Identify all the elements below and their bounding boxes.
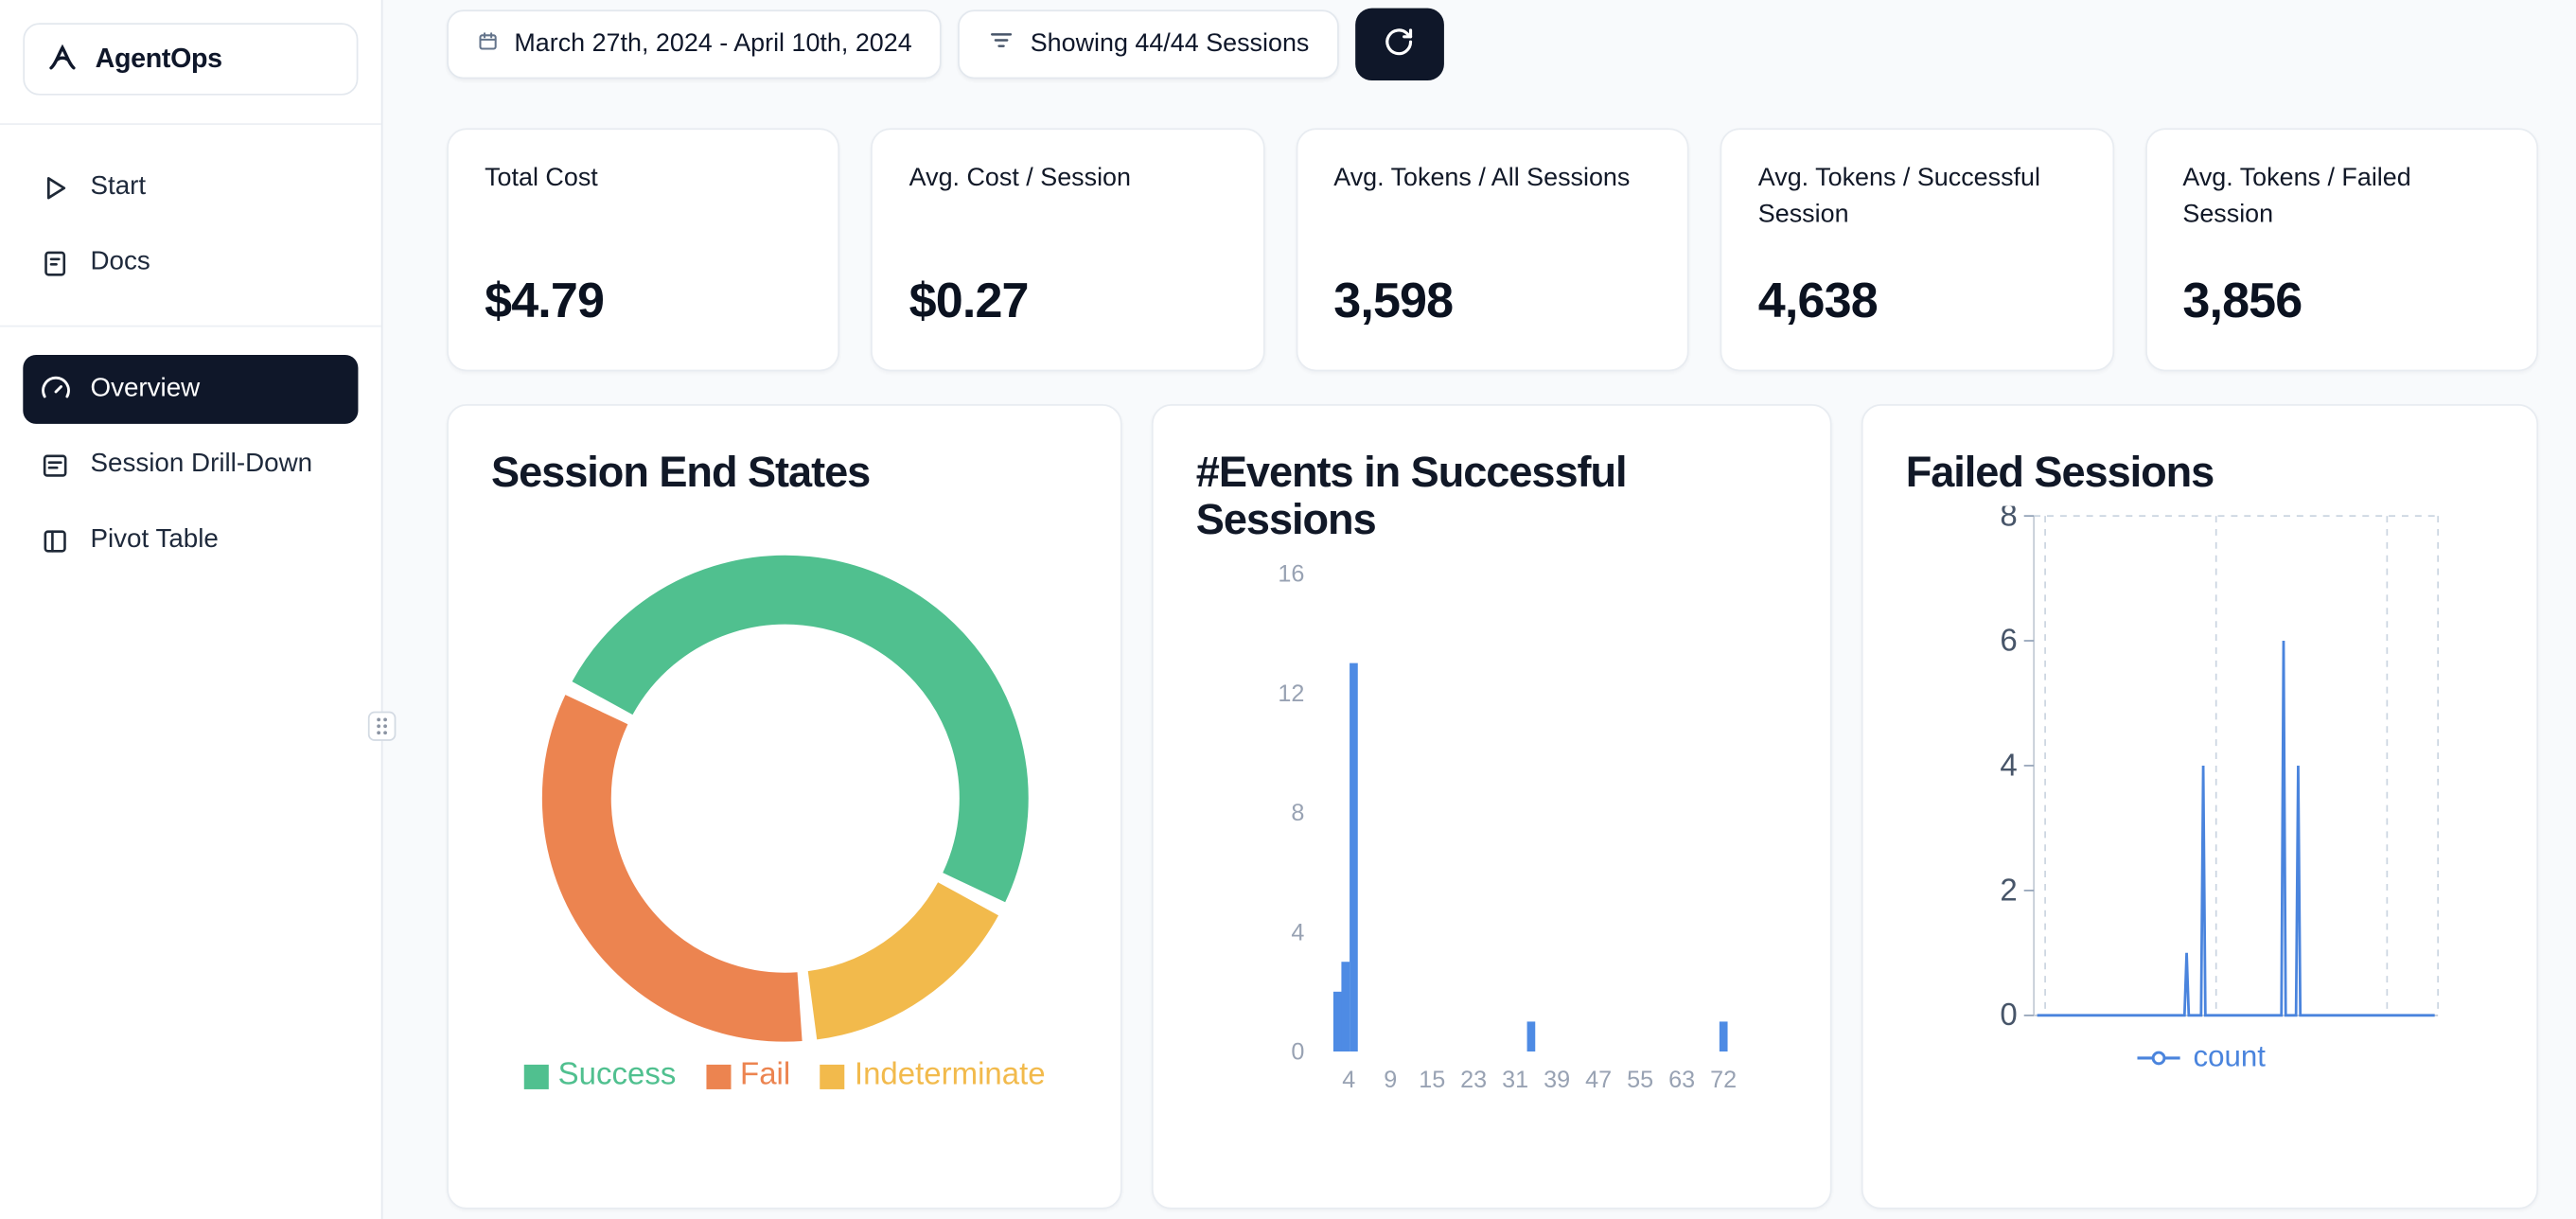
stat-label: Avg. Cost / Session: [909, 164, 1131, 193]
stat-label: Total Cost: [485, 164, 598, 193]
svg-text:23: 23: [1460, 1068, 1487, 1094]
svg-text:63: 63: [1668, 1068, 1695, 1094]
sidebar-item-pivot-table[interactable]: Pivot Table: [23, 506, 358, 575]
sidebar-item-session-drill-down[interactable]: Session Drill-Down: [23, 431, 358, 500]
svg-text:15: 15: [1419, 1068, 1445, 1094]
events-histogram-chart[interactable]: 0 4 8 12 16 4 9 15 23 31 39 47 55 63 72: [1196, 554, 1791, 1112]
sidebar-item-docs[interactable]: Docs: [23, 228, 358, 297]
sidebar-item-label: Overview: [90, 374, 201, 403]
filter-icon: [988, 26, 1016, 62]
line-legend-label: count: [2193, 1040, 2266, 1073]
legend-item-fail: Fail: [705, 1058, 790, 1094]
grip-dots-icon: [377, 717, 387, 735]
line-legend-marker-icon: [2137, 1050, 2180, 1065]
sidebar-resize-handle[interactable]: [367, 711, 397, 741]
docs-icon: [40, 246, 73, 279]
stat-value: 3,856: [2182, 274, 2303, 329]
refresh-button[interactable]: [1355, 8, 1444, 81]
events-histogram-card: #Events in Successful Sessions 0 4 8 12 16 4 9…: [1151, 404, 1832, 1210]
sessions-filter-label: Showing 44/44 Sessions: [1030, 29, 1310, 58]
svg-text:0: 0: [1291, 1039, 1304, 1066]
sidebar-item-start[interactable]: Start: [23, 152, 358, 221]
main-content: March 27th, 2024 - April 10th, 2024 Show…: [382, 0, 2576, 1219]
topbar: March 27th, 2024 - April 10th, 2024 Show…: [447, 8, 2538, 81]
svg-text:2: 2: [2000, 872, 2017, 907]
play-icon: [40, 171, 73, 204]
svg-text:39: 39: [1544, 1068, 1570, 1094]
date-range-button[interactable]: March 27th, 2024 - April 10th, 2024: [447, 9, 942, 80]
chart-title: Failed Sessions: [1905, 447, 2215, 497]
stat-card-avg-tokens-successful: Avg. Tokens / Successful Session 4,638: [1720, 128, 2114, 372]
stat-value: $0.27: [909, 274, 1030, 329]
stat-label: Avg. Tokens / Failed Session: [2182, 164, 2411, 230]
stats-row: Total Cost $4.79 Avg. Cost / Session $0.…: [447, 128, 2539, 372]
svg-text:8: 8: [2000, 506, 2017, 533]
legend-swatch: [705, 1064, 731, 1089]
session-end-states-card: Session End States Success Fail: [447, 404, 1122, 1210]
donut-legend: Success Fail Indeterminate: [491, 1058, 1078, 1094]
svg-text:9: 9: [1384, 1068, 1397, 1094]
svg-text:47: 47: [1585, 1068, 1612, 1094]
sidebar-item-overview[interactable]: Overview: [23, 354, 359, 424]
stat-card-avg-tokens-all: Avg. Tokens / All Sessions 3,598: [1296, 128, 1689, 372]
svg-text:4: 4: [2000, 748, 2017, 783]
svg-text:0: 0: [2000, 997, 2017, 1028]
svg-text:8: 8: [1291, 800, 1304, 826]
svg-text:16: 16: [1278, 561, 1304, 588]
refresh-icon: [1384, 26, 1415, 62]
sessions-filter-button[interactable]: Showing 44/44 Sessions: [958, 9, 1339, 80]
stat-card-total-cost: Total Cost $4.79: [447, 128, 840, 372]
chart-title: #Events in Successful Sessions: [1195, 447, 1628, 544]
sidebar-item-label: Session Drill-Down: [90, 450, 313, 479]
failed-sessions-card: Failed Sessions 0 2 4 6 8 count: [1861, 404, 2539, 1210]
failed-sessions-chart[interactable]: 0 2 4 6 8: [1906, 498, 2497, 1032]
stat-value: 3,598: [1333, 274, 1454, 329]
charts-row: Session End States Success Fail: [447, 404, 2539, 1210]
session-end-states-donut[interactable]: [505, 549, 1064, 1051]
stat-value: 4,638: [1757, 274, 1879, 329]
sidebar-item-label: Start: [90, 172, 147, 201]
svg-text:55: 55: [1627, 1068, 1653, 1094]
gauge-icon: [40, 373, 73, 406]
legend-swatch: [523, 1064, 549, 1089]
stat-label: Avg. Tokens / All Sessions: [1333, 164, 1631, 193]
line-legend: count: [1906, 1040, 2494, 1074]
chart-title: Session End States: [491, 447, 871, 497]
stat-card-avg-tokens-failed: Avg. Tokens / Failed Session 3,856: [2144, 128, 2539, 372]
sidebar-divider: [0, 123, 381, 125]
svg-text:6: 6: [2000, 623, 2017, 658]
date-range-label: March 27th, 2024 - April 10th, 2024: [514, 29, 912, 58]
session-list-icon: [40, 449, 73, 482]
svg-text:4: 4: [1342, 1068, 1355, 1094]
sidebar-item-label: Pivot Table: [90, 525, 219, 555]
svg-text:72: 72: [1710, 1068, 1737, 1094]
sidebar-item-label: Docs: [90, 248, 150, 276]
legend-item-indeterminate: Indeterminate: [820, 1058, 1046, 1094]
stat-value: $4.79: [485, 274, 605, 329]
legend-item-success: Success: [523, 1058, 676, 1094]
svg-text:4: 4: [1291, 920, 1304, 946]
sidebar-divider: [0, 325, 381, 327]
svg-text:31: 31: [1502, 1068, 1528, 1094]
stat-label: Avg. Tokens / Successful Session: [1757, 164, 2040, 230]
sidebar: AgentOps Start Docs Overview S: [0, 0, 383, 1219]
brand[interactable]: AgentOps: [23, 23, 359, 96]
legend-swatch: [820, 1064, 845, 1089]
svg-text:12: 12: [1278, 680, 1304, 707]
calendar-icon: [476, 28, 499, 60]
pivot-table-icon: [40, 524, 73, 557]
stat-card-avg-cost-session: Avg. Cost / Session $0.27: [871, 128, 1265, 372]
agentops-logo-icon: [44, 37, 80, 81]
brand-name: AgentOps: [95, 44, 222, 74]
